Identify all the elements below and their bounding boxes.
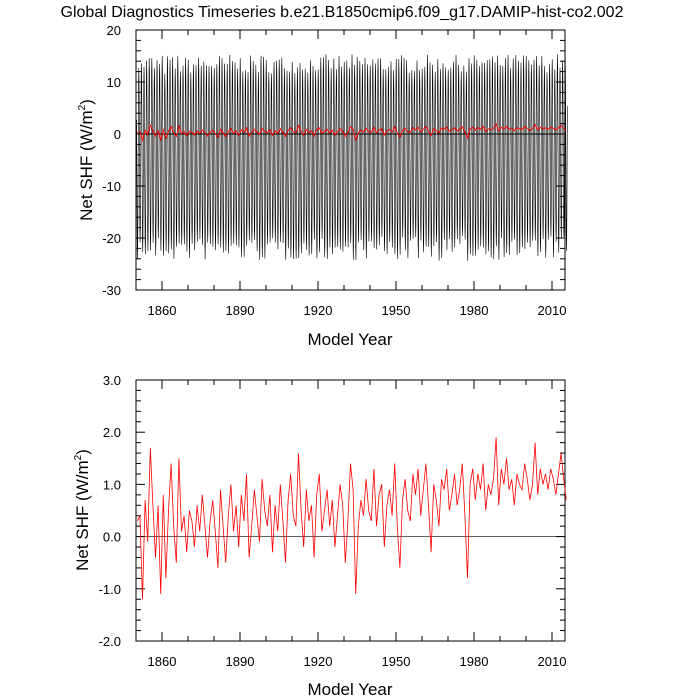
top-x-tick-label: 1890 bbox=[226, 303, 255, 318]
top-y-tick-label: -10 bbox=[102, 179, 121, 194]
top-y-tick-label: -20 bbox=[102, 231, 121, 246]
bottom-y-tick-label: 0.0 bbox=[103, 530, 121, 545]
top-x-tick-label: 1950 bbox=[382, 303, 411, 318]
bottom-x-tick-label: 1920 bbox=[304, 654, 333, 669]
bottom-y-tick-label: 2.0 bbox=[103, 425, 121, 440]
top-y-tick-label: 20 bbox=[107, 23, 121, 38]
bottom-x-tick-label: 1980 bbox=[460, 654, 489, 669]
chart-title: Global Diagnostics Timeseries b.e21.B185… bbox=[61, 4, 624, 21]
bottom-y-tick-label: 3.0 bbox=[103, 373, 121, 388]
bottom-x-tick-label: 1860 bbox=[148, 654, 177, 669]
bottom-x-tick-label: 1950 bbox=[382, 654, 411, 669]
top-series bbox=[135, 54, 568, 261]
bottom-plot-frame bbox=[135, 379, 566, 642]
bottom-y-tick-label: -1.0 bbox=[99, 582, 121, 597]
top-x-tick-label: 1920 bbox=[304, 303, 333, 318]
bottom-y-axis-label: Net SHF (W/m2) bbox=[73, 449, 92, 571]
bottom-y-tick-label: 1.0 bbox=[103, 477, 121, 492]
panel-bottom: -2.0 -1.0 0.0 1.0 2.0 3.0 1860 1890 1920 1950 198… bbox=[73, 373, 567, 699]
bottom-y-tick-label: -2.0 bbox=[99, 634, 121, 649]
top-x-tick-label: 2010 bbox=[538, 303, 567, 318]
top-y-tick-label: -30 bbox=[102, 283, 121, 298]
bottom-x-axis-label: Model Year bbox=[307, 680, 392, 699]
top-x-tick-label: 1980 bbox=[460, 303, 489, 318]
bottom-x-tick-label: 2010 bbox=[538, 654, 567, 669]
top-x-axis-label: Model Year bbox=[307, 330, 392, 349]
top-x-tick-label: 1860 bbox=[148, 303, 177, 318]
bottom-x-tick-label: 1890 bbox=[226, 654, 255, 669]
top-y-axis-label: Net SHF (W/m2) bbox=[77, 99, 96, 221]
bottom-series bbox=[136, 437, 567, 600]
bottom-x-ticks: 1860 1890 1920 1950 1980 2010 bbox=[135, 380, 567, 669]
top-y-tick-label: 10 bbox=[107, 75, 121, 90]
top-y-tick-label: 0 bbox=[114, 127, 121, 142]
bottom-annual-series-line bbox=[136, 437, 567, 600]
top-x-ticks: 1860 1890 1920 1950 1980 2010 bbox=[135, 30, 567, 318]
monthly-series-line bbox=[135, 54, 568, 261]
top-plot-frame bbox=[135, 29, 566, 291]
top-annual-series-line bbox=[137, 123, 567, 143]
